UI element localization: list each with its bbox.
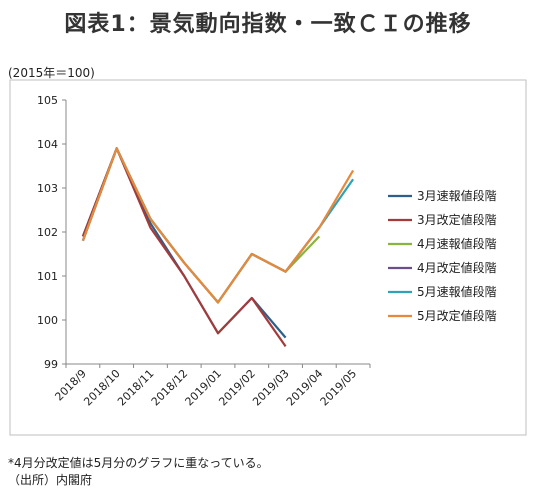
series-line-2 bbox=[81, 147, 287, 348]
y-tick-label: 101 bbox=[37, 270, 58, 283]
legend-label: 5月速報値段階 bbox=[417, 284, 497, 299]
source-note: （出所）内閣府 bbox=[8, 473, 93, 487]
x-tick-label: 2018/12 bbox=[149, 367, 191, 409]
y-tick-label: 103 bbox=[37, 182, 58, 195]
x-tick-label: 2019/05 bbox=[318, 367, 360, 409]
x-tick-label: 2019/04 bbox=[284, 367, 326, 409]
legend-label: 3月改定値段階 bbox=[417, 212, 497, 227]
chart-title: 図表1：景気動向指数・一致ＣＩの推移 bbox=[64, 12, 472, 37]
legend-label: 5月改定値段階 bbox=[417, 308, 497, 323]
x-tick-label: 2019/02 bbox=[216, 367, 258, 409]
series-line-6 bbox=[81, 147, 355, 304]
y-tick-label: 100 bbox=[37, 314, 58, 327]
chart-frame bbox=[9, 79, 527, 436]
legend-label: 3月速報値段階 bbox=[417, 188, 497, 203]
y-tick-label: 104 bbox=[37, 138, 58, 151]
legend-label: 4月改定値段階 bbox=[417, 260, 497, 275]
unit-label: (2015年＝100) bbox=[8, 66, 95, 80]
y-tick-label: 105 bbox=[37, 94, 58, 107]
series-line-3 bbox=[81, 147, 321, 304]
legend-label: 4月速報値段階 bbox=[417, 236, 497, 251]
series-line-5 bbox=[81, 147, 355, 304]
x-tick-label: 2019/03 bbox=[250, 367, 292, 409]
x-tick-label: 2019/01 bbox=[183, 367, 225, 409]
x-tick-label: 2018/11 bbox=[115, 367, 157, 409]
series-line-1 bbox=[81, 147, 287, 339]
y-tick-label: 99 bbox=[44, 358, 58, 371]
footnote: *4月分改定値は5月分のグラフに重なっている。 bbox=[8, 456, 269, 470]
x-tick-label: 2018/10 bbox=[81, 367, 123, 409]
y-tick-label: 102 bbox=[37, 226, 58, 239]
series-line-4 bbox=[81, 147, 321, 304]
